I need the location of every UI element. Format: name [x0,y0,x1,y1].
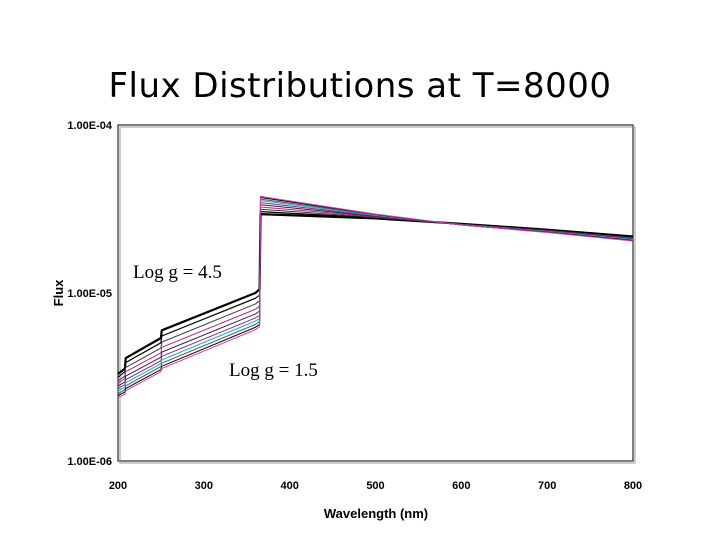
x-tick-label-400: 400 [280,480,298,492]
chart-title: Flux Distributions at T=8000 [108,66,612,106]
tick-layer: 200 300 400 500 600 700 800 1.00E-04 1.00E-05 1.0… [67,120,642,492]
x-axis-label: Wavelength (nm) [324,506,428,521]
x-tick-label-800: 800 [624,480,642,492]
series-layer [117,195,634,399]
series-line-10 [117,195,634,399]
y-tick-label-2: 1.00E-05 [67,288,112,300]
plot-area [117,124,634,462]
x-tick-label-500: 500 [366,480,384,492]
y-axis-label: Flux [51,279,66,306]
x-tick-label-700: 700 [538,480,556,492]
y-tick-label-3: 1.00E-06 [67,456,112,468]
plot-frame-shadow [119,126,636,464]
annotation-log-g-low: Log g = 1.5 [229,360,318,381]
x-tick-label-200: 200 [109,480,127,492]
x-tick-label-300: 300 [195,480,213,492]
x-tick-label-600: 600 [452,480,470,492]
y-tick-label-1: 1.00E-04 [67,120,113,132]
annotation-log-g-high: Log g = 4.5 [133,262,222,283]
